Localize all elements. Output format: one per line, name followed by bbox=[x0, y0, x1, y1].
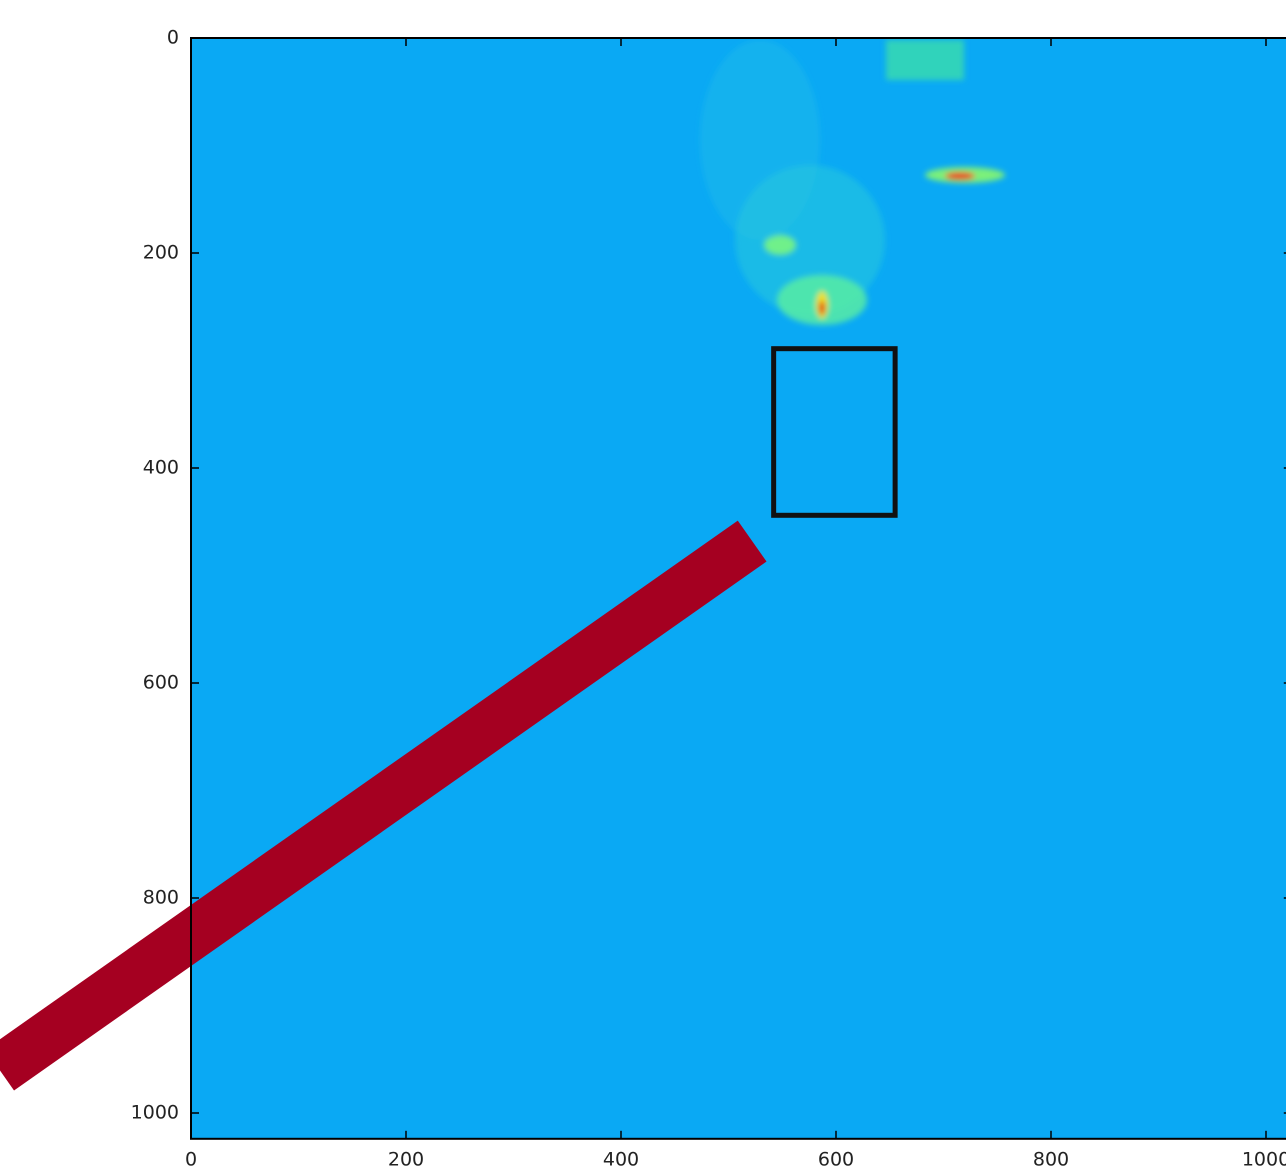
feature bbox=[945, 172, 975, 180]
y-tick-label: 0 bbox=[167, 27, 179, 49]
page: {"chart_data": {"type": "heatmap", "xlim… bbox=[0, 0, 1286, 1171]
y-tick-label: 600 bbox=[143, 672, 179, 694]
x-tick-label: 1000 bbox=[1242, 1148, 1286, 1170]
chart: 0 200 400 600 800 1000 0 200 400 600 800 1000 bbox=[0, 0, 1286, 1171]
x-tick-label: 400 bbox=[603, 1148, 639, 1170]
feature bbox=[886, 40, 964, 80]
y-tick-label: 400 bbox=[143, 457, 179, 479]
feature bbox=[700, 40, 820, 240]
x-tick-label: 800 bbox=[1033, 1148, 1069, 1170]
y-tick-label: 1000 bbox=[131, 1102, 179, 1124]
feature bbox=[819, 301, 825, 315]
x-tick-label: 600 bbox=[818, 1148, 854, 1170]
x-tick-label: 200 bbox=[388, 1148, 424, 1170]
y-tick-label: 800 bbox=[143, 887, 179, 909]
y-tick-label: 200 bbox=[143, 242, 179, 264]
x-tick-label: 0 bbox=[185, 1148, 197, 1170]
